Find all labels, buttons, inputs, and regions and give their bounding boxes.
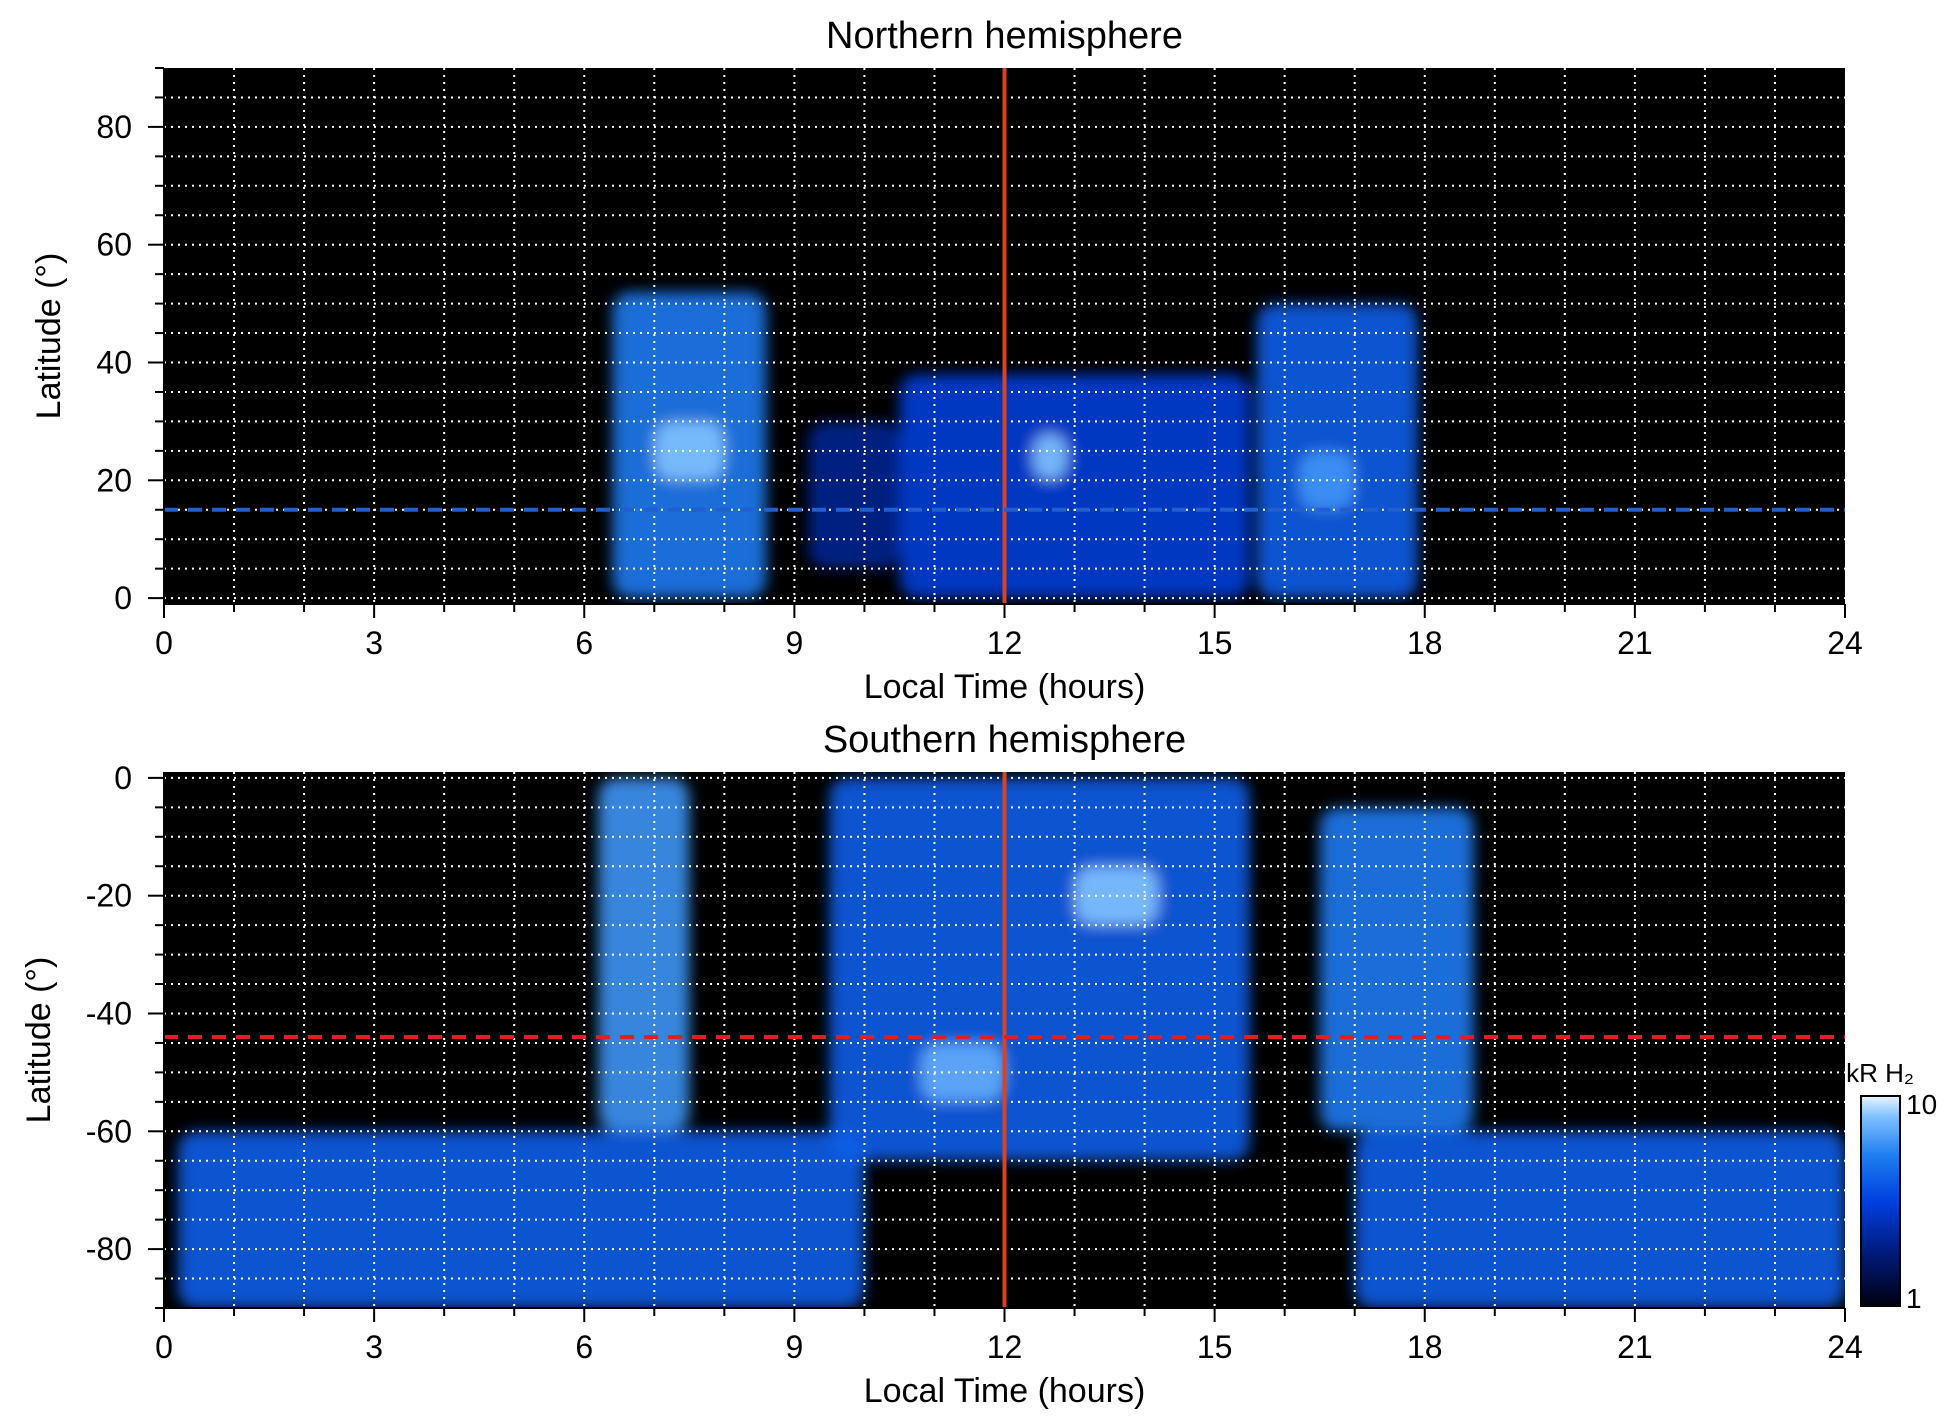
south-emission (178, 777, 1845, 1308)
south-x-tick-label: 12 (987, 1329, 1023, 1365)
south-axes: 0 3 6 9 12 15 18 21 24 0 -20 -40 -60 -80 (86, 760, 1863, 1365)
south-x-tick-label: 15 (1197, 1329, 1233, 1365)
north-title: Northern hemisphere (826, 15, 1183, 57)
south-emission-layer (178, 777, 1845, 1308)
north-x-tick-label: 0 (155, 625, 173, 661)
north-x-tick-label: 24 (1827, 625, 1863, 661)
north-y-tick-label: 40 (96, 345, 132, 381)
south-title: Southern hemisphere (823, 719, 1186, 761)
colorbar-title: kR H₂ (1846, 1058, 1914, 1088)
south-y-tick-label: -80 (86, 1231, 132, 1267)
south-x-tick-label: 0 (155, 1329, 173, 1365)
north-emission-layer (612, 291, 1418, 599)
south-y-tick-label: -20 (86, 878, 132, 914)
north-x-tick-label: 3 (365, 625, 383, 661)
south-panel: Southern hemisphere 0 3 6 9 12 15 18 21 24 0 -20 -4… (20, 719, 1863, 1410)
south-y-tick-label: 0 (114, 760, 132, 796)
colorbar-max-label: 10 (1906, 1089, 1937, 1120)
south-ylabel: Latitude (°) (20, 957, 58, 1124)
north-y-tick-label: 80 (96, 109, 132, 145)
north-axes: 0 3 6 9 12 15 18 21 24 0 20 40 60 80 (96, 67, 1863, 661)
north-xlabel: Local Time (hours) (864, 668, 1146, 706)
colorbar-min-label: 1 (1906, 1283, 1922, 1314)
south-x-tick-label: 6 (575, 1329, 593, 1365)
north-emission-region-6 (1032, 433, 1068, 481)
north-x-tick-label: 18 (1407, 625, 1443, 661)
north-x-tick-label: 15 (1197, 625, 1233, 661)
south-xlabel: Local Time (hours) (864, 1372, 1146, 1410)
north-emission (612, 291, 1418, 599)
north-x-tick-label: 21 (1617, 625, 1653, 661)
north-ylabel: Latitude (°) (30, 253, 68, 420)
south-y-tick-label: -40 (86, 995, 132, 1031)
north-x-tick-label: 12 (987, 625, 1023, 661)
south-x-tick-label: 21 (1617, 1329, 1653, 1365)
north-emission-region-2 (1256, 303, 1418, 599)
north-reference-lines (164, 68, 1845, 604)
north-emission-region-4 (808, 421, 900, 569)
north-x-tick-label: 9 (785, 625, 803, 661)
colorbar: kR H₂ 10 1 (1846, 1058, 1937, 1314)
south-emission-region-3 (1319, 807, 1474, 1132)
north-panel: Northern hemisphere 0 3 6 9 12 15 18 21 24 0 20 40 6… (30, 15, 1863, 706)
north-x-tick-label: 6 (575, 625, 593, 661)
south-y-tick-label: -60 (86, 1113, 132, 1149)
north-y-tick-label: 20 (96, 462, 132, 498)
north-y-tick-label: 60 (96, 227, 132, 263)
south-emission-region-4 (829, 777, 1250, 1161)
south-x-tick-label: 3 (365, 1329, 383, 1365)
north-y-tick-label: 0 (114, 580, 132, 616)
colorbar-gradient (1860, 1095, 1901, 1307)
south-x-tick-label: 9 (785, 1329, 803, 1365)
south-x-tick-label: 24 (1827, 1329, 1863, 1365)
south-emission-region-0 (598, 777, 690, 1132)
south-reference-lines (164, 772, 1845, 1308)
north-emission-region-5 (899, 374, 1250, 599)
south-x-tick-label: 18 (1407, 1329, 1443, 1365)
